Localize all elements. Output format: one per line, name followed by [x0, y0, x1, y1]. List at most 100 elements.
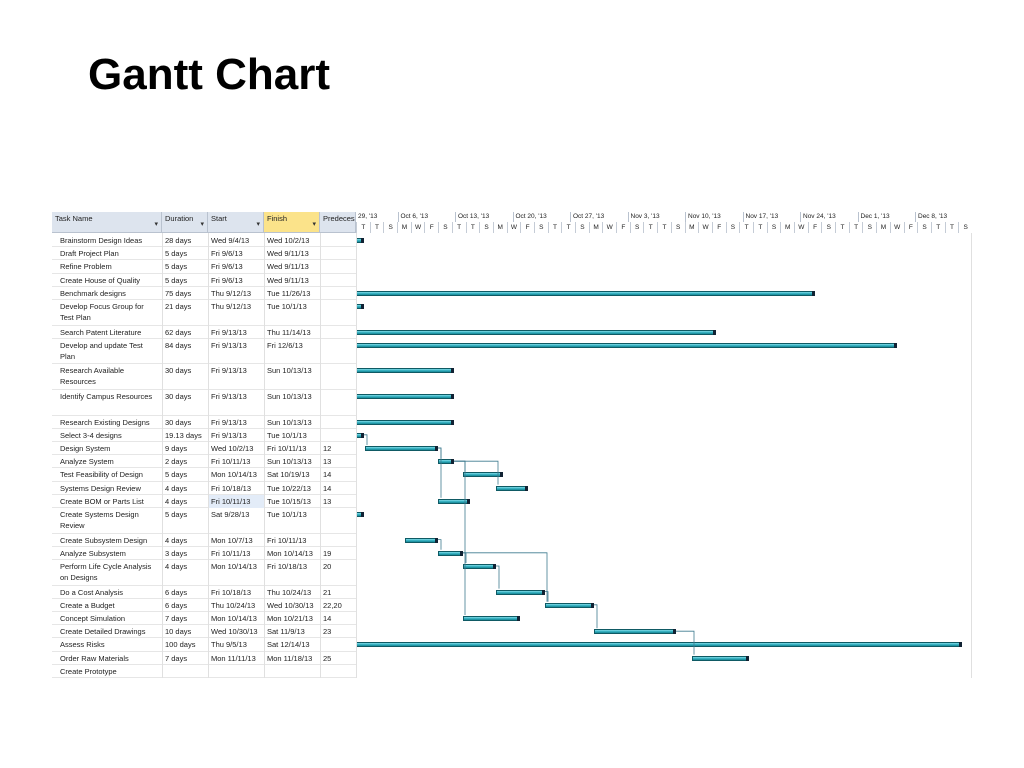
- cell-start[interactable]: Thu 9/12/13: [211, 288, 252, 298]
- table-row[interactable]: Research Available Resources 30 days Fri 9…: [52, 364, 356, 390]
- cell-pred[interactable]: [320, 339, 356, 365]
- cell-name[interactable]: Perform Life Cycle Analysis on Designs: [60, 562, 152, 582]
- table-row[interactable]: Create Systems Design Review 5 days Sat 9/…: [52, 508, 356, 534]
- cell-finish[interactable]: Mon 10/14/13: [267, 548, 313, 558]
- task-bar[interactable]: [356, 329, 716, 335]
- cell-pred[interactable]: 14: [323, 470, 332, 480]
- cell-pred[interactable]: 13: [323, 496, 332, 506]
- cell-name[interactable]: Create House of Quality: [60, 275, 141, 285]
- cell-duration[interactable]: 4 days: [165, 562, 188, 571]
- cell-name[interactable]: Analyze System: [60, 457, 114, 467]
- cell-start[interactable]: Mon 10/7/13: [211, 535, 253, 545]
- cell-duration[interactable]: 5 days: [165, 470, 188, 480]
- cell-duration[interactable]: 5 days: [165, 510, 188, 519]
- cell-duration[interactable]: 2 days: [165, 457, 188, 467]
- cell-duration[interactable]: 19.13 days: [165, 430, 202, 440]
- cell-start[interactable]: Thu 10/24/13: [211, 600, 256, 610]
- cell-name[interactable]: Do a Cost Analysis: [60, 587, 123, 597]
- cell-duration[interactable]: 4 days: [165, 496, 188, 506]
- cell-pred[interactable]: 21: [323, 587, 332, 597]
- cell-name[interactable]: Draft Project Plan: [60, 249, 119, 259]
- cell-start[interactable]: Mon 11/11/13: [211, 653, 256, 663]
- task-bar[interactable]: [545, 602, 594, 608]
- task-bar[interactable]: [594, 629, 676, 635]
- column-header-duration[interactable]: Duration ▾: [162, 212, 208, 233]
- cell-finish[interactable]: Sat 10/19/13: [267, 470, 310, 480]
- cell-finish[interactable]: Fri 10/11/13: [267, 444, 307, 453]
- cell-name[interactable]: Research Available Resources: [60, 366, 125, 387]
- cell-pred[interactable]: 23: [323, 627, 332, 637]
- cell-start[interactable]: Mon 10/14/13: [211, 562, 257, 571]
- task-bar[interactable]: [356, 290, 815, 296]
- table-row[interactable]: Create House of Quality 5 days Fri 9/6/13 W…: [52, 274, 356, 287]
- column-header-predecessors[interactable]: Predecess: [320, 212, 356, 233]
- cell-finish[interactable]: Thu 11/14/13: [267, 327, 311, 337]
- task-bar[interactable]: [356, 238, 364, 243]
- cell-duration[interactable]: 75 days: [165, 288, 192, 298]
- cell-start[interactable]: Wed 9/4/13: [211, 236, 250, 245]
- cell-finish[interactable]: Tue 10/22/13: [267, 483, 311, 493]
- cell-name[interactable]: Test Feasibility of Design: [60, 470, 143, 480]
- cell-pred[interactable]: [320, 665, 356, 678]
- cell-pred[interactable]: [320, 274, 356, 287]
- cell-name[interactable]: Create Systems Design Review: [60, 510, 139, 530]
- cell-name[interactable]: Search Patent Literature: [60, 327, 142, 337]
- table-row[interactable]: Search Patent Literature 62 days Fri 9/13/…: [52, 326, 356, 339]
- cell-duration[interactable]: 30 days: [165, 366, 192, 376]
- cell-duration[interactable]: 9 days: [165, 444, 188, 453]
- cell-start[interactable]: Fri 9/13/13: [211, 392, 247, 401]
- cell-pred[interactable]: [320, 534, 356, 547]
- cell-duration[interactable]: 6 days: [165, 600, 188, 610]
- cell-pred[interactable]: [320, 429, 356, 442]
- cell-name[interactable]: Identify Campus Resources: [60, 392, 153, 401]
- table-row[interactable]: Systems Design Review 4 days Fri 10/18/13 T…: [52, 482, 356, 495]
- task-bar[interactable]: [692, 655, 749, 661]
- dropdown-arrow-icon[interactable]: ▾: [256, 221, 260, 228]
- cell-start[interactable]: Fri 9/13/13: [211, 430, 247, 440]
- table-row[interactable]: Create Detailed Drawings 10 days Wed 10/30…: [52, 625, 356, 639]
- table-row[interactable]: Do a Cost Analysis 6 days Fri 10/18/13 Thu …: [52, 586, 356, 599]
- table-row[interactable]: Perform Life Cycle Analysis on Designs 4 …: [52, 560, 356, 586]
- cell-duration[interactable]: 6 days: [165, 587, 188, 597]
- cell-start[interactable]: [208, 665, 264, 678]
- cell-pred[interactable]: [320, 638, 356, 651]
- table-row[interactable]: Develop and update Test Plan 84 days Fri 9…: [52, 339, 356, 365]
- cell-pred[interactable]: 22,20: [323, 600, 342, 610]
- cell-finish[interactable]: Tue 10/1/13: [267, 510, 307, 519]
- cell-duration[interactable]: 62 days: [165, 327, 192, 337]
- cell-finish[interactable]: Fri 12/6/13: [267, 340, 303, 350]
- cell-duration[interactable]: 10 days: [165, 627, 192, 637]
- cell-pred[interactable]: [320, 234, 356, 247]
- cell-finish[interactable]: Fri 10/18/13: [267, 562, 308, 571]
- task-bar[interactable]: [356, 419, 454, 425]
- table-row[interactable]: Develop Focus Group for Test Plan 21 days…: [52, 300, 356, 326]
- cell-finish[interactable]: Wed 9/11/13: [267, 275, 309, 285]
- table-row[interactable]: Benchmark designs 75 days Thu 9/12/13 Tue 1…: [52, 287, 356, 300]
- cell-name[interactable]: Design System: [60, 444, 111, 453]
- cell-name[interactable]: Create Detailed Drawings: [60, 627, 146, 637]
- cell-name[interactable]: Develop Focus Group for Test Plan: [60, 302, 144, 322]
- cell-name[interactable]: Analyze Subsystem: [60, 548, 126, 558]
- cell-finish[interactable]: Sun 10/13/13: [267, 457, 312, 467]
- cell-pred[interactable]: 14: [323, 483, 332, 493]
- cell-finish[interactable]: Fri 10/11/13: [267, 535, 307, 545]
- cell-name[interactable]: Benchmark designs: [60, 288, 126, 298]
- cell-pred[interactable]: 12: [323, 444, 332, 453]
- column-header-task-name[interactable]: Task Name ▾: [52, 212, 162, 233]
- cell-finish[interactable]: Tue 11/26/13: [267, 288, 311, 298]
- cell-name[interactable]: Brainstorm Design Ideas: [60, 236, 143, 245]
- cell-name[interactable]: Research Existing Designs: [60, 417, 150, 427]
- cell-start[interactable]: Wed 10/30/13: [211, 627, 258, 637]
- cell-start[interactable]: Fri 9/6/13: [211, 275, 243, 285]
- cell-duration[interactable]: 5 days: [165, 249, 188, 259]
- cell-name[interactable]: Refine Problem: [60, 262, 112, 272]
- cell-start[interactable]: Sat 9/28/13: [211, 510, 250, 519]
- cell-finish[interactable]: Mon 10/21/13: [267, 614, 313, 623]
- cell-finish[interactable]: Wed 10/2/13: [267, 236, 310, 245]
- cell-finish[interactable]: Tue 10/1/13: [267, 430, 307, 440]
- cell-start[interactable]: Wed 10/2/13: [211, 444, 254, 453]
- cell-start[interactable]: Thu 9/12/13: [211, 302, 252, 311]
- cell-name[interactable]: Select 3-4 designs: [60, 430, 122, 440]
- cell-duration[interactable]: [162, 665, 208, 678]
- cell-start[interactable]: Fri 9/13/13: [211, 366, 247, 376]
